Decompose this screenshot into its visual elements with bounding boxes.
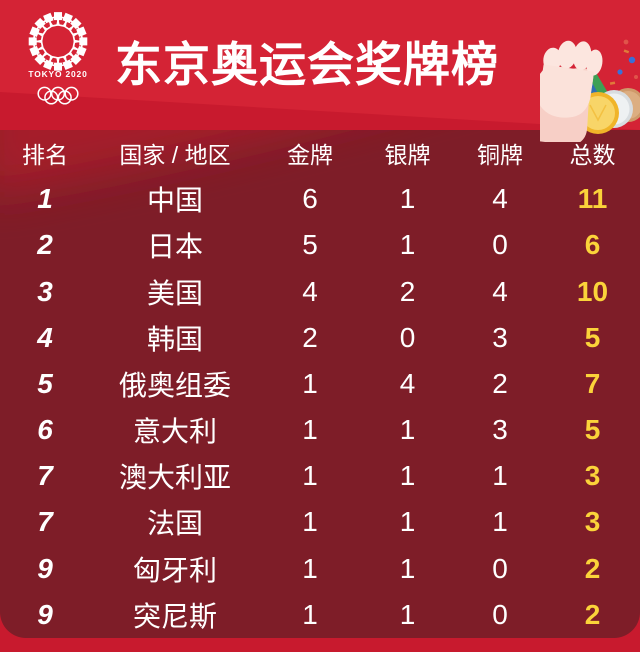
svg-text:TOKYO 2020: TOKYO 2020 — [28, 69, 87, 79]
